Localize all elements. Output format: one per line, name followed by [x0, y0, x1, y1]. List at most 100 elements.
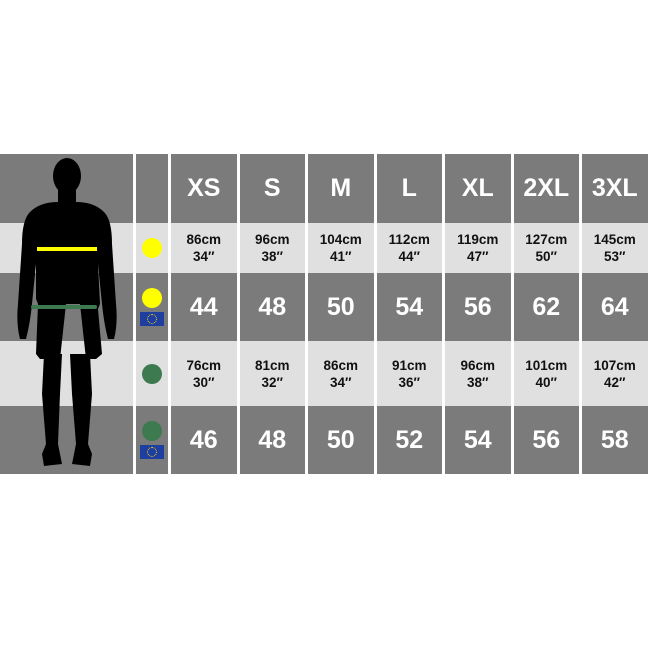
waist-in: 36″: [398, 374, 420, 390]
waist-measurement: 86cm 34″: [308, 341, 374, 406]
size-column-2xl: 2XL 127cm 50″ 62 101cm 40″ 56: [513, 154, 579, 474]
yellow-circle-icon: [142, 288, 162, 308]
size-column-xs: XS 86cm 34″ 44 76cm 30″ 46: [171, 154, 237, 474]
waist-eu-value: 56: [532, 425, 561, 454]
chest-in: 34″: [193, 249, 215, 264]
chest-cm: 112cm: [388, 232, 430, 247]
waist-measure-line: [31, 305, 97, 309]
waist-cm: 76cm: [186, 357, 222, 373]
size-header: S: [239, 154, 305, 223]
chest-measurement: 127cm 50″: [513, 223, 579, 273]
chest-cm: 119cm: [457, 232, 499, 247]
size-label: 3XL: [591, 174, 638, 202]
eu-flag-icon: [140, 445, 164, 459]
chest-in: 38″: [261, 249, 283, 264]
size-label: 2XL: [523, 174, 570, 202]
green-circle-icon: [142, 363, 162, 384]
waist-eu-value: 58: [600, 425, 629, 454]
waist-in: 32″: [261, 374, 283, 390]
size-label: L: [401, 174, 417, 202]
size-header: 2XL: [513, 154, 579, 223]
waist-eu-size: 46: [171, 406, 237, 474]
chest-eu-value: 64: [600, 292, 629, 321]
size-column-m: M 104cm 41″ 50 86cm 34″ 50: [308, 154, 374, 474]
waist-cm: 81cm: [254, 357, 290, 373]
waist-measurement: 91cm 36″: [376, 341, 442, 406]
chest-in: 53″: [604, 249, 626, 264]
male-body-silhouette-icon: [17, 158, 117, 466]
waist-measurement: 81cm 32″: [239, 341, 305, 406]
size-label: M: [330, 174, 352, 202]
silhouette-column: [0, 154, 133, 474]
chest-measurement: 86cm 34″: [171, 223, 237, 273]
yellow-circle-icon: [142, 238, 162, 258]
waist-eu-value: 50: [326, 425, 355, 454]
icon-column: [136, 154, 168, 474]
size-column-l: L 112cm 44″ 54 91cm 36″ 52: [376, 154, 442, 474]
size-column-s: S 96cm 38″ 48 81cm 32″ 48: [239, 154, 305, 474]
waist-measurement: 96cm 38″: [445, 341, 511, 406]
waist-in: 30″: [193, 374, 215, 390]
chest-eu-value: 56: [463, 292, 492, 321]
waist-cm: 91cm: [391, 357, 427, 373]
chest-cm: 127cm: [525, 232, 568, 247]
size-header: L: [376, 154, 442, 223]
chest-measurement: 96cm 38″: [239, 223, 305, 273]
chest-eu-size: 48: [239, 273, 305, 341]
waist-in: 34″: [330, 374, 352, 390]
waist-eu-value: 54: [463, 425, 492, 454]
waist-measurement: 76cm 30″: [171, 341, 237, 406]
chest-cm: 96cm: [254, 232, 290, 247]
chest-eu-size: 54: [376, 273, 442, 341]
size-header: XL: [445, 154, 511, 223]
chest-cm: 104cm: [319, 232, 362, 247]
waist-eu-size: 54: [445, 406, 511, 474]
size-label: XS: [187, 174, 221, 202]
chest-cm: 86cm: [186, 232, 222, 247]
chest-in: 50″: [535, 249, 557, 264]
waist-eu-value: 46: [189, 425, 218, 454]
chest-measurement: 104cm 41″: [308, 223, 374, 273]
chest-cm: 145cm: [593, 232, 636, 247]
chest-eu-value: 50: [326, 292, 355, 321]
waist-eu-value: 52: [395, 425, 424, 454]
chest-eu-size: 50: [308, 273, 374, 341]
size-columns: XS 86cm 34″ 44 76cm 30″ 46 S 96cm 38″ 48 81…: [171, 154, 648, 474]
chest-measure-line: [37, 247, 97, 251]
chest-measurement: 145cm 53″: [582, 223, 648, 273]
chest-eu-value: 44: [189, 292, 218, 321]
chest-eu-size: 62: [513, 273, 579, 341]
waist-cm: 96cm: [460, 357, 496, 373]
waist-eu-size: 58: [582, 406, 648, 474]
waist-cm: 101cm: [525, 357, 568, 373]
chest-measurement: 112cm 44″: [376, 223, 442, 273]
chest-eu-value: 62: [532, 292, 561, 321]
waist-eu-size: 56: [513, 406, 579, 474]
chest-eu-size: 56: [445, 273, 511, 341]
chest-in: 41″: [330, 249, 352, 264]
waist-measurement: 101cm 40″: [513, 341, 579, 406]
size-label: S: [263, 174, 281, 202]
waist-cm: 107cm: [593, 357, 636, 373]
chest-eu-size: 44: [171, 273, 237, 341]
size-header: M: [308, 154, 374, 223]
chest-eu-value: 48: [258, 292, 287, 321]
waist-eu-size: 48: [239, 406, 305, 474]
size-header: XS: [171, 154, 237, 223]
waist-in: 40″: [535, 374, 557, 390]
size-chart: XS 86cm 34″ 44 76cm 30″ 46 S 96cm 38″ 48 81…: [0, 154, 648, 474]
eu-flag-icon: [140, 312, 164, 326]
waist-eu-value: 48: [258, 425, 287, 454]
waist-eu-size: 50: [308, 406, 374, 474]
size-label: XL: [461, 174, 494, 202]
chest-in: 47″: [467, 249, 489, 264]
chest-eu-size: 64: [582, 273, 648, 341]
chest-in: 44″: [398, 249, 420, 264]
waist-measurement: 107cm 42″: [582, 341, 648, 406]
size-header: 3XL: [582, 154, 648, 223]
chest-measurement: 119cm 47″: [445, 223, 511, 273]
waist-eu-size: 52: [376, 406, 442, 474]
waist-cm: 86cm: [323, 357, 359, 373]
waist-in: 42″: [604, 374, 626, 390]
chest-eu-value: 54: [395, 292, 424, 321]
